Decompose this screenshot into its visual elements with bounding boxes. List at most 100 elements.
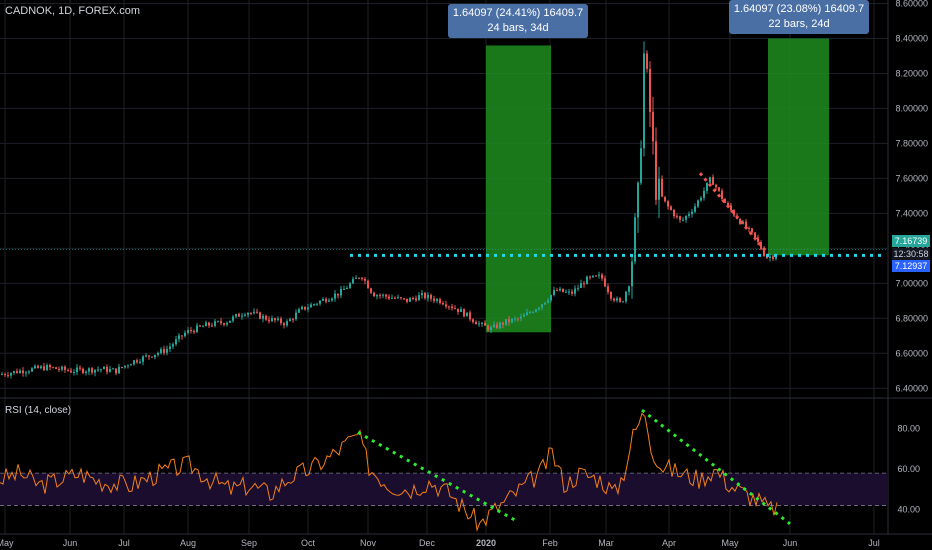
candle-body: [622, 301, 624, 303]
rsi-header[interactable]: RSI (14, close): [5, 405, 72, 416]
candle-body: [235, 314, 237, 317]
candle-body: [481, 322, 483, 324]
time-tick-label: Nov: [360, 538, 377, 548]
candle-body: [181, 335, 183, 337]
time-tick-label: Jun: [63, 538, 78, 548]
candle-body: [79, 367, 81, 369]
candle-body: [346, 287, 348, 290]
candle-body: [196, 325, 198, 333]
candle-body: [61, 366, 63, 370]
candle-body: [184, 332, 186, 337]
candle-body: [382, 294, 384, 296]
candle-body: [256, 311, 258, 313]
candle-body: [322, 298, 324, 301]
measurement-2-line2: 22 bars, 24d: [768, 18, 830, 30]
candle-body: [28, 371, 30, 373]
candle-body: [85, 371, 87, 373]
price-tick-label: 8.00000: [895, 103, 928, 113]
price-tick-label: 8.60000: [895, 0, 928, 8]
candle-body: [718, 187, 720, 191]
candle-body: [253, 311, 255, 314]
candle-body: [727, 202, 729, 206]
candle-body: [631, 261, 633, 287]
time-tick-label: Oct: [301, 538, 316, 548]
candle-body: [568, 291, 570, 293]
candle-body: [280, 318, 282, 324]
candle-body: [715, 184, 717, 188]
candle-body: [337, 293, 339, 296]
current-price-tag: 7.16739: [892, 235, 930, 247]
candle-body: [607, 286, 609, 293]
candle-body: [418, 295, 420, 301]
candle-body: [709, 177, 711, 183]
candle-body: [166, 348, 168, 353]
candle-body: [250, 312, 252, 314]
candle-body: [712, 177, 714, 185]
candle-body: [508, 319, 510, 323]
time-tick-label: May: [0, 538, 14, 548]
price-tick-label: 6.60000: [895, 348, 928, 358]
candle-body: [658, 178, 660, 200]
candle-body: [136, 360, 138, 363]
candle-body: [454, 308, 456, 310]
candle-body: [586, 276, 588, 285]
candle-body: [169, 346, 171, 349]
rsi-tick-label: 40.00: [897, 505, 920, 515]
candle-body: [229, 320, 231, 323]
candle-body: [652, 111, 654, 142]
candle-body: [463, 309, 465, 317]
candle-body: [433, 298, 435, 301]
candle-body: [457, 308, 459, 312]
drawn-trendlines: [0, 172, 888, 257]
candle-body: [412, 298, 414, 300]
price-tick-label: 8.20000: [895, 68, 928, 78]
candle-body: [139, 361, 141, 363]
candle-body: [34, 365, 36, 369]
candle-body: [754, 232, 756, 238]
candle-body: [298, 309, 300, 313]
candle-body: [19, 370, 21, 374]
candle-body: [313, 304, 315, 306]
candle-body: [199, 325, 201, 327]
candle-body: [76, 367, 78, 372]
candle-body: [82, 368, 84, 373]
candle-body: [511, 318, 513, 323]
candle-body: [472, 319, 474, 323]
candle-body: [685, 215, 687, 220]
price-tick-label: 8.40000: [895, 33, 928, 43]
measurement-tooltip-2: 1.64097 (23.08%) 16409.7 22 bars, 24d: [729, 0, 869, 34]
candle-body: [421, 292, 423, 296]
symbol-header[interactable]: CADNOK, 1D, FOREX.com: [5, 5, 141, 17]
candle-body: [748, 228, 750, 230]
candle-body: [634, 217, 636, 262]
candle-body: [604, 278, 606, 287]
candle-body: [493, 324, 495, 328]
candle-body: [379, 295, 381, 297]
candle-body: [154, 354, 156, 358]
candle-body: [133, 360, 135, 365]
candle-body: [364, 278, 366, 281]
candle-body: [64, 366, 66, 370]
candle-body: [46, 365, 48, 371]
candle-body: [157, 352, 159, 355]
candle-body: [7, 375, 9, 377]
candle-body: [436, 299, 438, 301]
candle-body: [91, 368, 93, 373]
candle-body: [439, 299, 441, 304]
candle-body: [226, 322, 228, 325]
measurement-tooltip-1: 1.64097 (24.41%) 16409.7 24 bars, 34d: [448, 4, 588, 38]
candle-body: [553, 290, 555, 295]
candle-body: [577, 287, 579, 289]
candle-body: [541, 304, 543, 308]
candle-body: [88, 368, 90, 372]
candle-body: [115, 368, 117, 374]
candle-body: [475, 322, 477, 325]
candle-body: [619, 298, 621, 302]
grid-lines: [0, 0, 932, 535]
rsi-trendline-1: [357, 431, 519, 524]
measurement-boxes: [486, 38, 829, 333]
candle-body: [160, 349, 162, 353]
candle-body: [757, 237, 759, 242]
candle-body: [13, 371, 15, 374]
